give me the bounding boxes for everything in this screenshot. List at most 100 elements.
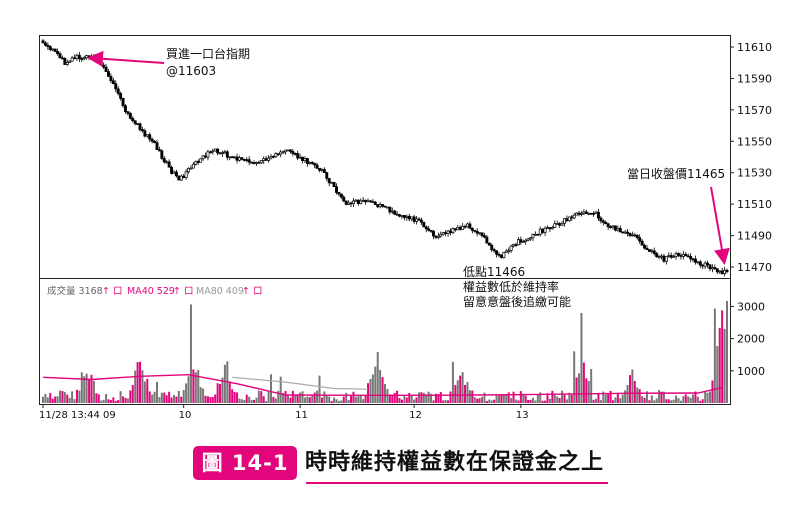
volume-bar	[345, 392, 348, 403]
volume-bar	[66, 394, 69, 403]
candle-body	[160, 150, 164, 159]
candle-body	[667, 255, 671, 257]
volume-bar	[473, 397, 476, 403]
volume-bar	[641, 396, 644, 403]
candle-body	[611, 225, 615, 228]
candle-body	[543, 227, 547, 233]
candle-body	[686, 255, 690, 258]
volume-bar	[590, 368, 593, 403]
candle-body	[267, 157, 271, 161]
candle-body	[548, 227, 552, 230]
volume-bar	[422, 392, 425, 403]
candle-body	[633, 234, 637, 237]
candle-body	[364, 199, 368, 203]
volume-bar	[417, 392, 420, 403]
candle-body	[60, 57, 64, 60]
volume-bar	[512, 391, 515, 403]
volume-bar	[270, 374, 272, 403]
volume-bar	[633, 381, 636, 403]
volume-bar	[51, 398, 54, 403]
price-axis: 11610 11590 11570 11550 11530 11510 11490 11470	[730, 41, 772, 274]
volume-bar	[284, 390, 287, 403]
candle-body	[575, 212, 579, 216]
volume-bar	[682, 396, 685, 403]
volume-bar	[514, 399, 517, 403]
volume-bar	[272, 396, 275, 403]
candle-body	[638, 237, 642, 242]
candle-body	[635, 234, 639, 238]
volume-bar	[299, 392, 302, 403]
candle-body	[570, 216, 574, 219]
candle-body	[276, 153, 280, 155]
buy-annotation: 買進一口台指期 @11603	[87, 46, 250, 78]
candle-body	[305, 158, 309, 164]
candle-body	[109, 76, 113, 82]
candle-body	[315, 164, 319, 169]
volume-bar	[303, 397, 306, 403]
price-tick-label: 11590	[737, 72, 772, 85]
candle-body	[114, 83, 118, 90]
volume-bar	[364, 394, 367, 403]
volume-bar	[548, 398, 551, 403]
volume-bar	[420, 392, 423, 403]
volume-bar	[206, 396, 209, 403]
candle-body	[223, 151, 227, 154]
candle-body	[691, 258, 695, 261]
volume-bar	[541, 400, 544, 403]
volume-bar	[73, 399, 76, 403]
candle-body	[41, 40, 45, 44]
volume-bar	[359, 394, 362, 403]
candle-body	[618, 227, 622, 233]
candle-body	[529, 237, 532, 240]
volume-bar	[425, 394, 428, 403]
volume-bar	[485, 400, 488, 403]
legend-ma80: MA80 409	[196, 286, 244, 297]
volume-bar	[505, 395, 508, 403]
volume-legend: 成交量 3168 ↑ 口 MA40 529 ↑ 口 MA80 409 ↑ 口	[47, 285, 262, 297]
candle-body	[398, 214, 402, 217]
candle-body	[153, 140, 157, 143]
candle-body	[366, 200, 370, 203]
close-arrow	[710, 186, 730, 265]
candle-body	[402, 215, 406, 218]
volume-bar	[400, 399, 403, 403]
candle-body	[121, 98, 125, 107]
volume-bar	[595, 398, 598, 403]
candle-body	[43, 42, 47, 46]
candle-body	[281, 151, 285, 154]
volume-bar	[245, 394, 248, 403]
volume-bar	[286, 395, 289, 403]
volume-bar	[498, 395, 500, 403]
candle-body	[56, 51, 60, 55]
volume-bar	[580, 312, 583, 403]
volume-bar	[107, 399, 110, 403]
candle-body	[301, 156, 304, 161]
volume-bar	[306, 396, 309, 403]
volume-bar	[626, 385, 629, 403]
candle-body	[485, 236, 489, 244]
time-tick-label: 10	[179, 410, 192, 421]
volume-bar	[165, 395, 168, 403]
volume-bar	[493, 399, 496, 403]
volume-bar	[621, 394, 624, 403]
candle-body	[555, 223, 559, 225]
candle-body	[291, 151, 295, 154]
candle-body	[196, 161, 200, 163]
candle-body	[473, 229, 477, 232]
candle-body	[604, 221, 608, 225]
candle-body	[70, 57, 74, 62]
volume-bar	[459, 375, 462, 403]
candle-body	[208, 151, 212, 154]
volume-bar	[476, 398, 479, 403]
candle-body	[468, 223, 472, 229]
candle-body	[385, 206, 389, 209]
candle-body	[422, 221, 426, 228]
price-tick-label: 11470	[737, 261, 772, 274]
volume-bar	[231, 389, 234, 403]
volume-bar	[490, 400, 493, 403]
volume-bar	[716, 346, 719, 403]
volume-bar	[631, 369, 634, 403]
candle-body	[446, 230, 450, 235]
candle-body	[509, 245, 513, 252]
candle-body	[218, 152, 222, 155]
